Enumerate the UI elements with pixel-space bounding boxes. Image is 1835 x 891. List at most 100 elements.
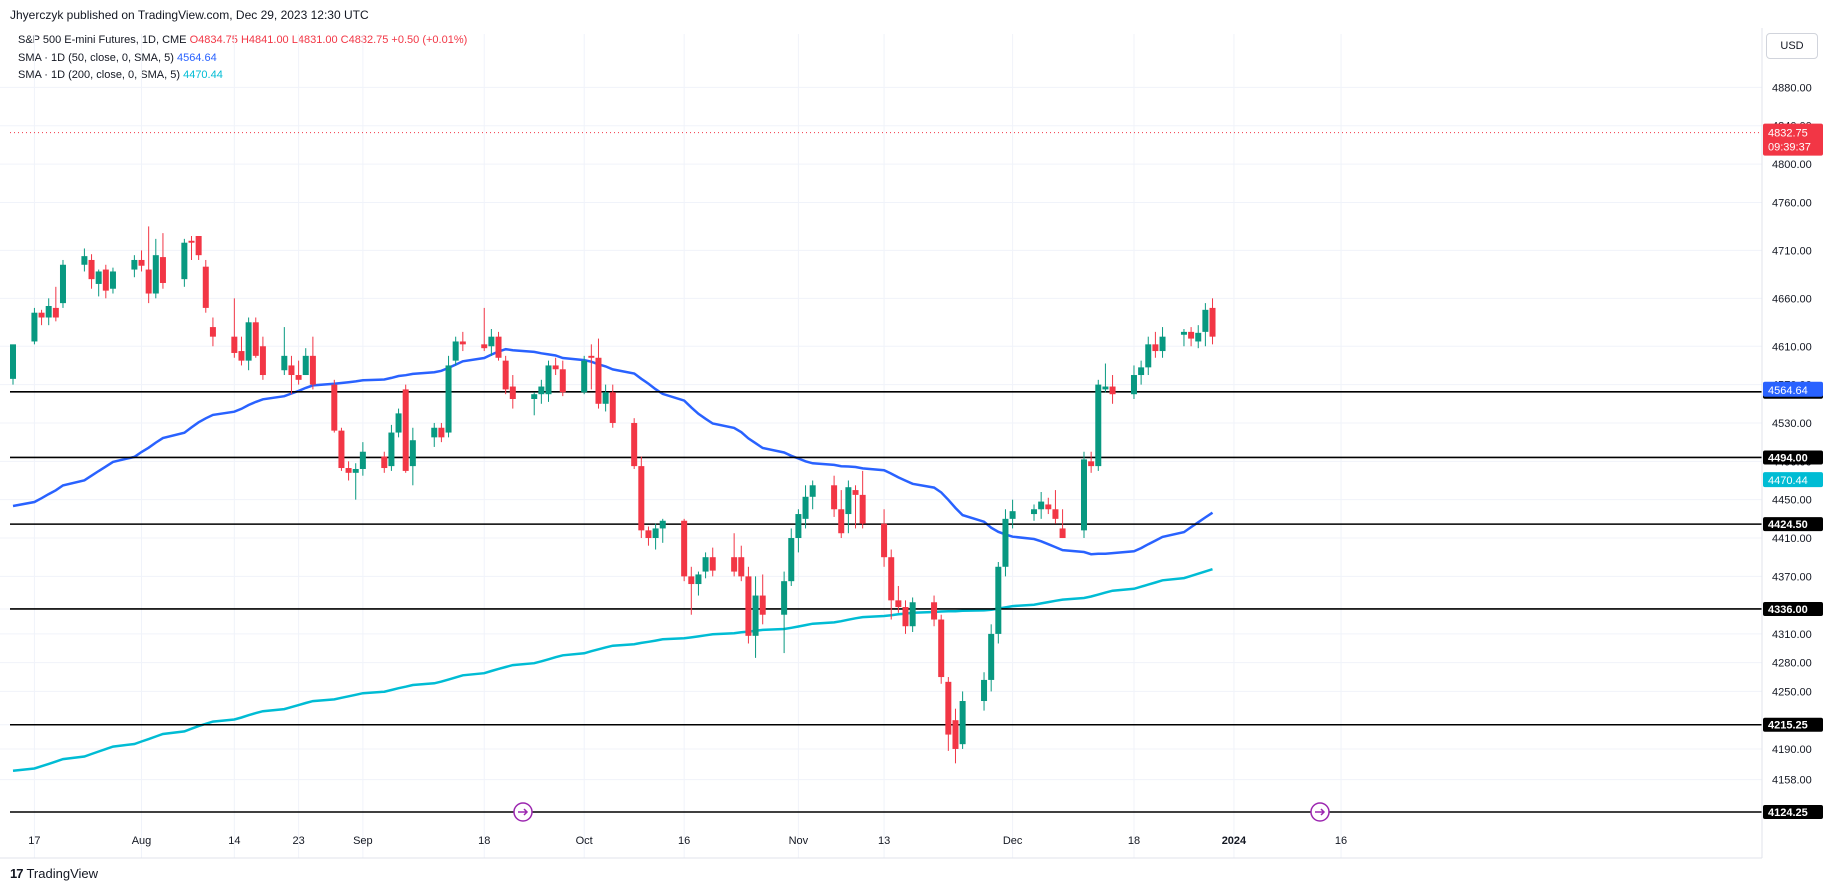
candle-body [659,520,666,529]
candle-body [709,557,716,571]
legend-sma200: SMA · 1D (200, close, 0, SMA, 5) 4470.44 [18,69,223,81]
level-tag [1763,717,1823,732]
candle-body [681,520,688,577]
y-tick-label: 4660.00 [1772,293,1812,305]
candle-body [781,581,788,615]
candle-body [752,595,759,636]
candle-body [459,341,466,345]
candle-body [195,235,202,256]
candle-body [952,720,959,749]
candle-body [1031,509,1038,515]
legend-sma50-value: 4564.64 [176,52,217,64]
candle-body [895,600,902,608]
candle-body [909,602,916,627]
y-tick-label: 4310.00 [1772,629,1812,641]
y-tick-label: 4158.00 [1772,775,1812,787]
candle-body [859,494,866,524]
candle-body [702,557,709,572]
candle-body [395,413,402,433]
y-tick-label: 4410.00 [1772,533,1812,545]
currency-button[interactable]: USD [1766,33,1818,59]
x-tick-label: Dec [1003,835,1023,847]
y-tick-label: 4710.00 [1772,245,1812,257]
candle-body [1038,501,1045,510]
candle-body [588,355,595,358]
candle-body [495,336,502,358]
candle-body [181,242,188,280]
candle-body [309,355,316,385]
candle-body [609,392,616,423]
y-tick-label: 4610.00 [1772,341,1812,353]
candle-body [152,255,159,294]
candle-body [88,259,95,280]
candle-body [302,355,309,376]
sma200-line [12,568,1213,773]
candle-body [295,375,302,380]
candle-body [481,344,488,349]
tradingview-brand[interactable]: 17 TradingView [10,866,98,881]
candle-body [559,369,566,393]
candle-body [809,485,816,497]
x-tick-label: 18 [478,835,490,847]
y-tick-label: 4190.00 [1772,744,1812,756]
candle-body [1159,336,1166,352]
candle-body [10,344,16,379]
candle-body [52,307,59,318]
candle-body [838,509,845,534]
candle-body [1102,386,1109,390]
candle-body [238,351,245,361]
legend-sma50-label: SMA · 1D (50, close, 0, SMA, 5) [18,52,174,64]
candle-body [995,566,1002,634]
candle-body [1109,386,1116,395]
x-tick-label: 23 [292,835,304,847]
horizontal-levels[interactable] [10,132,1762,822]
countdown-label: 09:39:37 [1768,142,1811,154]
candle-body [802,496,809,519]
legend-main-ohlc: O4834.75 H4841.00 L4831.00 C4832.75 +0.5… [189,34,468,46]
x-tick-label: Nov [789,835,809,847]
y-tick-label: 4760.00 [1772,197,1812,209]
y-tick-label: 4800.00 [1772,159,1812,171]
candle-body [202,266,209,308]
candle-body [388,432,395,467]
candle-body [1088,461,1095,467]
y-tick-label: 4880.00 [1772,82,1812,94]
arrow-marker-icon[interactable] [1310,802,1330,822]
candle-body [159,257,166,283]
candle-body [888,557,895,601]
candle-body [531,394,538,399]
candle-body [1045,504,1052,510]
candle-body [1059,528,1066,539]
last-price-label: 4832.75 [1768,128,1808,140]
candle-body [1138,367,1145,376]
arrow-marker-icon[interactable] [513,802,533,822]
candle-body [745,576,752,636]
legend-sma200-value: 4470.44 [183,69,223,81]
x-tick-label: 14 [228,835,240,847]
x-tick-label: Oct [576,835,593,847]
level-tag-label: 4336.00 [1768,604,1808,616]
x-tick-label: 2024 [1222,835,1247,847]
candle-body [31,312,38,342]
legend-main: S&P 500 E-mini Futures, 1D, CME O4834.75… [18,34,467,46]
level-tag-label: 4494.00 [1768,452,1808,464]
candle-body [402,389,409,471]
candle-body [259,346,266,376]
candle-body [631,422,638,467]
candle-body [281,355,288,371]
sma-tag-label: 4470.44 [1768,475,1808,487]
candle-body [59,264,66,304]
candle-body [331,384,338,431]
candle-body [938,619,945,678]
candle-body [81,256,88,265]
candle-body [438,427,445,438]
candle-body [831,485,838,510]
candle-body [288,365,295,376]
candle-body [688,576,695,585]
candle-body [381,456,388,469]
candle-body [881,523,888,558]
sma50-line [12,347,1214,556]
candle-body [695,574,702,585]
publisher-header: Jhyerczyk published on TradingView.com, … [10,8,369,22]
